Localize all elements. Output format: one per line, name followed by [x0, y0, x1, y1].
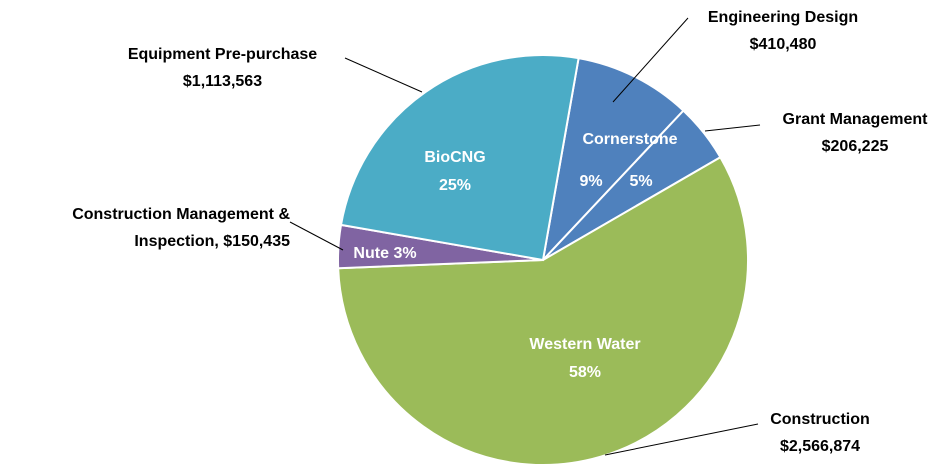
category-label: Equipment Pre-purchase	[127, 46, 318, 63]
category-label: Engineering Design	[707, 9, 859, 26]
slice-label: Equipment Pre-purchase $1,113,563	[100, 41, 345, 95]
value-label: $206,225	[821, 138, 889, 155]
pie-slice	[337, 155, 749, 465]
category-label: Construction	[770, 411, 870, 428]
slice-label: Construction $2,566,874	[740, 406, 900, 460]
pie-slice	[339, 54, 580, 262]
leader-line	[344, 57, 423, 93]
group-label: Cornerstone	[582, 131, 678, 148]
slice-label: Grant Management $206,225	[760, 106, 950, 160]
value-label: $1,113,563	[182, 73, 263, 90]
group-label: Nute	[353, 245, 389, 262]
group-label: BioCNG	[424, 149, 486, 166]
slice-label: Engineering Design $410,480	[688, 4, 878, 58]
category-label: Construction Management & Inspection,	[72, 206, 290, 250]
leader-line	[704, 124, 761, 132]
pie-slice	[541, 56, 685, 264]
value-label: $410,480	[749, 36, 817, 53]
percent-label: 3%	[393, 245, 417, 262]
percent-label: 9%	[579, 173, 603, 190]
percent-label: 25%	[438, 177, 472, 194]
group-label: Western Water	[529, 336, 641, 353]
inner-label: Nute 3%	[353, 245, 416, 263]
slice-label: Construction Management & Inspection, $1…	[8, 201, 290, 255]
category-label: Grant Management	[782, 111, 928, 128]
value-label: $150,435	[223, 233, 290, 250]
percent-label: 58%	[568, 364, 602, 381]
leader-line	[289, 221, 344, 251]
value-label: $2,566,874	[779, 438, 861, 455]
percent-label: 5%	[629, 173, 653, 190]
leader-line	[612, 17, 689, 103]
leader-line	[604, 423, 759, 456]
